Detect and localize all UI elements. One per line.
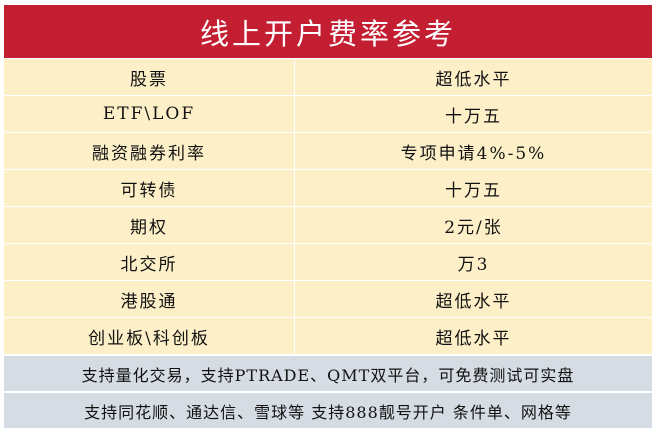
- note-row: 支持同花顺、通达信、雪球等 支持888靓号开户 条件单、网格等: [4, 391, 652, 428]
- row-item: ETF\LOF: [4, 96, 295, 132]
- row-item: 股票: [4, 59, 295, 95]
- row-value: 2元/张: [444, 217, 503, 238]
- note-row: 支持量化交易，支持PTRADE、QMT双平台，可免费测试可实盘: [4, 354, 652, 391]
- row-item: 融资融券利率: [4, 133, 295, 169]
- table-row: 期权 2元/张: [4, 206, 652, 243]
- row-value: 超低水平: [435, 291, 512, 312]
- row-value: 万3: [457, 254, 490, 275]
- fee-table: 线上开户费率参考 股票 超低水平 ETF\LOF 十万五 融资融券利率 专项申请4%-…: [4, 5, 652, 428]
- row-value: 专项申请4%-5%: [400, 143, 547, 164]
- row-item: 期权: [4, 207, 295, 243]
- row-value: 十万五: [445, 180, 502, 201]
- row-item: 港股通: [4, 281, 295, 317]
- row-value: 超低水平: [435, 328, 512, 349]
- row-value: 超低水平: [435, 69, 512, 90]
- table-row: 港股通 超低水平: [4, 280, 652, 317]
- row-item: 创业板\科创板: [4, 318, 295, 354]
- table-row: 北交所 万3: [4, 243, 652, 280]
- table-row: 股票 超低水平: [4, 58, 652, 95]
- table-row: ETF\LOF 十万五: [4, 95, 652, 132]
- table-title: 线上开户费率参考: [4, 5, 652, 58]
- table-row: 融资融券利率 专项申请4%-5%: [4, 132, 652, 169]
- table-row: 可转债 十万五: [4, 169, 652, 206]
- row-item: 北交所: [4, 244, 295, 280]
- row-item: 可转债: [4, 170, 295, 206]
- table-row: 创业板\科创板 超低水平: [4, 317, 652, 354]
- row-value: 十万五: [445, 106, 502, 127]
